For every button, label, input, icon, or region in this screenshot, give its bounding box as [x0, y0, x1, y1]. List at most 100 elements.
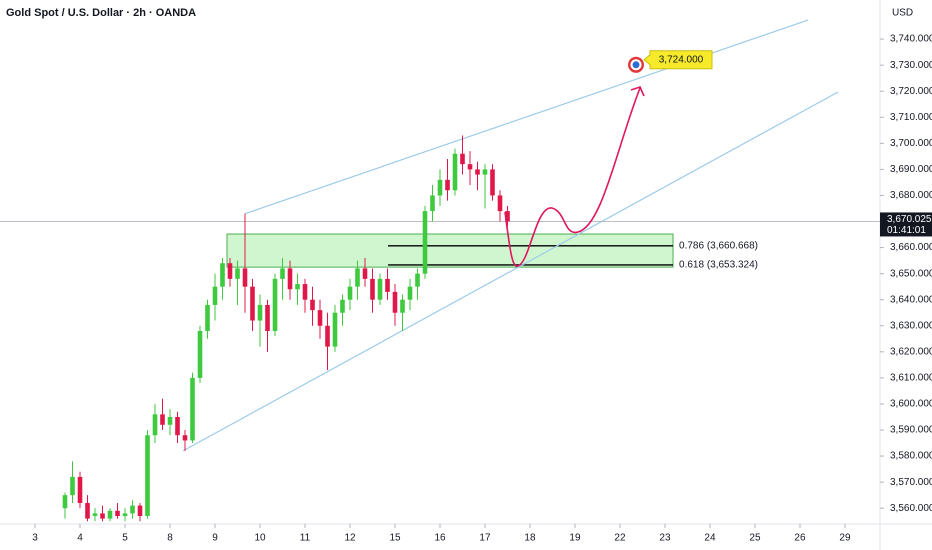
candle-body — [160, 414, 165, 425]
last-price-label: 3,670.025 — [887, 214, 932, 225]
x-tick-label: 26 — [794, 533, 806, 544]
candle-body — [475, 169, 480, 175]
target-label: 3,724.000 — [659, 54, 704, 65]
candle-body — [272, 278, 278, 331]
y-tick-label: 3,560.000 — [890, 503, 932, 514]
x-tick-label: 24 — [704, 533, 716, 544]
candle-body — [295, 284, 300, 290]
candle-body — [430, 195, 435, 212]
candle-body — [347, 286, 353, 300]
candle-body — [257, 304, 263, 321]
channel-line — [182, 91, 839, 452]
candle-body — [377, 278, 383, 300]
x-tick-label: 8 — [167, 533, 173, 544]
candle-body — [287, 268, 293, 290]
candle-body — [482, 169, 488, 175]
chart-title: Gold Spot / U.S. Dollar · 2h · OANDA — [6, 7, 196, 19]
candle-body — [242, 268, 248, 287]
candle-body — [355, 268, 360, 287]
candle-body — [415, 273, 420, 287]
last-price-badge — [880, 212, 932, 237]
y-tick-label: 3,680.000 — [890, 190, 932, 201]
candle-body — [317, 310, 323, 326]
y-tick-label: 3,610.000 — [890, 373, 932, 384]
candle-body — [437, 179, 443, 196]
candle-body — [227, 263, 233, 279]
y-tick-label: 3,710.000 — [890, 112, 932, 123]
x-tick-label: 9 — [212, 533, 218, 544]
candle-body — [467, 164, 473, 170]
candle-body — [77, 476, 83, 503]
candle-body — [85, 502, 90, 519]
x-tick-label: 15 — [389, 533, 401, 544]
x-tick-label: 11 — [300, 533, 311, 544]
x-tick-label: 22 — [614, 533, 626, 544]
y-tick-label: 3,570.000 — [890, 477, 932, 488]
channel-line — [244, 19, 809, 215]
fib-label: 0.786 (3,660.668) — [679, 240, 758, 251]
candle-body — [152, 414, 158, 436]
candle-body — [505, 211, 510, 222]
y-tick-label: 3,720.000 — [890, 86, 932, 97]
y-tick-label: 3,690.000 — [890, 164, 932, 175]
support-zone — [226, 233, 674, 268]
y-tick-label: 3,620.000 — [890, 346, 932, 357]
y-tick-label: 3,630.000 — [890, 320, 932, 331]
candle-body — [385, 278, 390, 292]
candle-body — [310, 299, 315, 311]
candle-body — [70, 476, 75, 496]
candle-body — [235, 268, 240, 279]
fib-label: 0.618 (3,653.324) — [679, 260, 758, 271]
candle-body — [220, 263, 225, 287]
target-box — [643, 50, 713, 70]
candle-body — [445, 179, 450, 191]
candle-body — [490, 169, 495, 196]
candle-body — [400, 299, 405, 313]
y-tick-label: 3,580.000 — [890, 451, 932, 462]
x-tick-label: 16 — [434, 533, 446, 544]
candle-body — [122, 513, 128, 517]
x-tick-label: 3 — [32, 533, 38, 544]
candle-body — [130, 505, 135, 514]
candle-body — [100, 513, 105, 519]
candle-body — [340, 299, 345, 313]
candle-body — [167, 416, 173, 425]
y-tick-label: 3,590.000 — [890, 425, 932, 436]
candle-body — [392, 291, 398, 313]
currency-label: USD — [892, 8, 913, 19]
candles — [62, 135, 510, 522]
candle-body — [145, 435, 150, 517]
candle-body — [115, 510, 120, 517]
candle-body — [407, 286, 413, 300]
target-marker — [628, 56, 644, 73]
candle-body — [460, 153, 465, 165]
candle-body — [137, 505, 143, 517]
candle-body — [332, 312, 338, 347]
candle-body — [107, 510, 113, 519]
x-tick-label: 18 — [524, 533, 536, 544]
candle-body — [92, 513, 98, 517]
target-inner — [632, 61, 640, 69]
candle-body — [370, 278, 375, 300]
x-tick-label: 4 — [77, 533, 83, 544]
x-tick-label: 12 — [344, 533, 356, 544]
candle-body — [197, 330, 203, 378]
x-tick-label: 25 — [749, 533, 761, 544]
candle-body — [250, 286, 255, 321]
y-tick-label: 3,740.000 — [890, 34, 932, 45]
candle-body — [190, 377, 195, 441]
x-tick-label: 29 — [839, 533, 851, 544]
candle-body — [302, 284, 308, 300]
candle-body — [452, 153, 458, 191]
candle-body — [62, 495, 68, 509]
arrow-head — [630, 86, 645, 97]
x-tick-label: 23 — [659, 533, 671, 544]
candle-body — [422, 211, 428, 274]
candle-body — [265, 304, 270, 331]
y-tick-label: 3,660.000 — [890, 242, 932, 253]
candle-body — [175, 416, 180, 436]
x-tick-label: 5 — [122, 533, 128, 544]
projection-arrow — [504, 87, 641, 267]
